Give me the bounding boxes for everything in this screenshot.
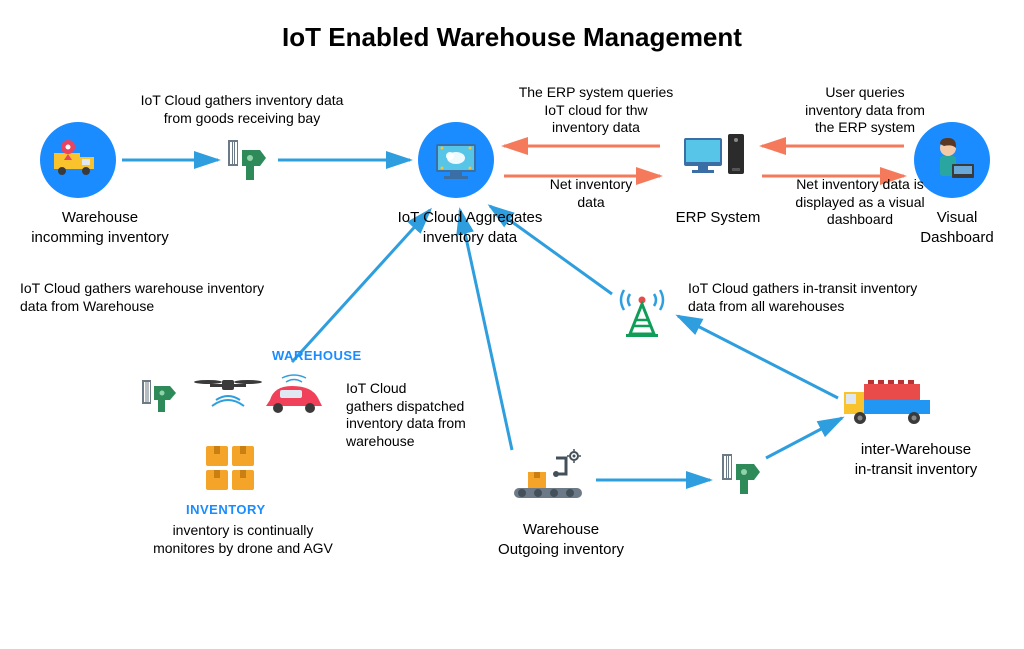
incoming-truck-icon	[40, 122, 116, 198]
iot-cloud-icon	[418, 122, 494, 198]
inventory-boxes-icon	[202, 442, 258, 499]
intertruck-label: inter-Warehouse in-transit inventory	[836, 440, 996, 479]
edge-label-drone-agv: inventory is continually monitores by dr…	[128, 522, 358, 557]
edge-label-incoming-to-cloud: IoT Cloud gathers inventory data from go…	[112, 92, 372, 127]
scanner-icon-1	[226, 136, 270, 189]
tag-warehouse: WAREHOUSE	[272, 348, 362, 363]
tag-inventory: INVENTORY	[186, 502, 266, 517]
antenna-icon	[614, 280, 670, 345]
outgoing-conveyor-icon	[508, 448, 592, 517]
edge-label-net-inventory: Net inventory data	[536, 176, 646, 211]
edge-label-intransit: IoT Cloud gathers in-transit inventory d…	[688, 280, 978, 315]
edge-label-dispatched: IoT Cloud gathers dispatched inventory d…	[346, 380, 506, 450]
edge-label-erp-query: The ERP system queries IoT cloud for thw…	[506, 84, 686, 137]
node-erp-system	[680, 130, 750, 191]
edge-label-user-query: User queries inventory data from the ERP…	[780, 84, 950, 137]
warehouse-devices-group	[140, 372, 340, 437]
erp-icon	[680, 130, 750, 186]
node-incoming-inventory	[40, 122, 116, 198]
scanner-icon-2	[720, 450, 764, 503]
inter-warehouse-truck-icon	[840, 374, 936, 439]
iot-cloud-label: IoT Cloud Aggregates inventory data	[380, 208, 560, 247]
incoming-label: Warehouse incomming inventory	[20, 208, 180, 247]
outgoing-label: Warehouse Outgoing inventory	[486, 520, 636, 559]
edge-label-warehouse-data: IoT Cloud gathers warehouse inventory da…	[20, 280, 320, 315]
diagram-title: IoT Enabled Warehouse Management	[0, 22, 1024, 53]
node-iot-cloud	[418, 122, 494, 198]
erp-label: ERP System	[668, 208, 768, 228]
edge-label-net-display: Net inventory data is displayed as a vis…	[770, 176, 950, 229]
